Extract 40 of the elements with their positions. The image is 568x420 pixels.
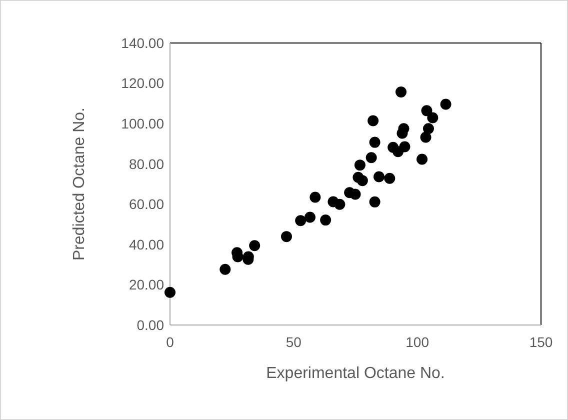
y-tick-label: 140.00 bbox=[121, 34, 164, 51]
x-tick-label: 0 bbox=[166, 334, 174, 350]
x-axis-title: Experimental Octane No. bbox=[266, 365, 445, 382]
point bbox=[356, 175, 368, 186]
x-tick-label: 50 bbox=[286, 334, 302, 350]
point bbox=[396, 86, 407, 98]
y-tick-label: 120.00 bbox=[121, 75, 164, 92]
point bbox=[399, 141, 410, 152]
y-axis-title: Predicted Octane No. bbox=[71, 108, 88, 260]
point bbox=[334, 198, 346, 210]
point bbox=[384, 172, 396, 184]
point bbox=[420, 132, 432, 143]
point bbox=[304, 212, 316, 223]
point bbox=[427, 112, 438, 124]
point bbox=[164, 286, 176, 298]
point bbox=[366, 152, 377, 164]
point bbox=[310, 192, 321, 203]
y-tick-label: 40.00 bbox=[128, 236, 164, 252]
point bbox=[369, 136, 380, 148]
point bbox=[368, 115, 379, 126]
y-tick-label: 0.00 bbox=[136, 316, 164, 333]
y-tick-label: 60.00 bbox=[128, 196, 164, 212]
point bbox=[249, 240, 260, 252]
point bbox=[354, 160, 366, 171]
point bbox=[350, 188, 361, 200]
x-tick-label: 150 bbox=[529, 334, 553, 350]
point bbox=[416, 154, 428, 165]
x-tick-label: 100 bbox=[406, 334, 430, 350]
point bbox=[295, 215, 306, 226]
point bbox=[422, 123, 434, 134]
y-tick-label: 80.00 bbox=[128, 156, 164, 172]
point bbox=[421, 105, 432, 116]
point bbox=[373, 171, 384, 182]
point bbox=[440, 98, 452, 110]
point bbox=[220, 264, 231, 275]
point bbox=[369, 196, 380, 208]
y-tick-label: 100.00 bbox=[121, 115, 164, 132]
y-tick-label: 20.00 bbox=[128, 276, 164, 293]
point bbox=[280, 231, 292, 242]
point bbox=[320, 214, 332, 226]
